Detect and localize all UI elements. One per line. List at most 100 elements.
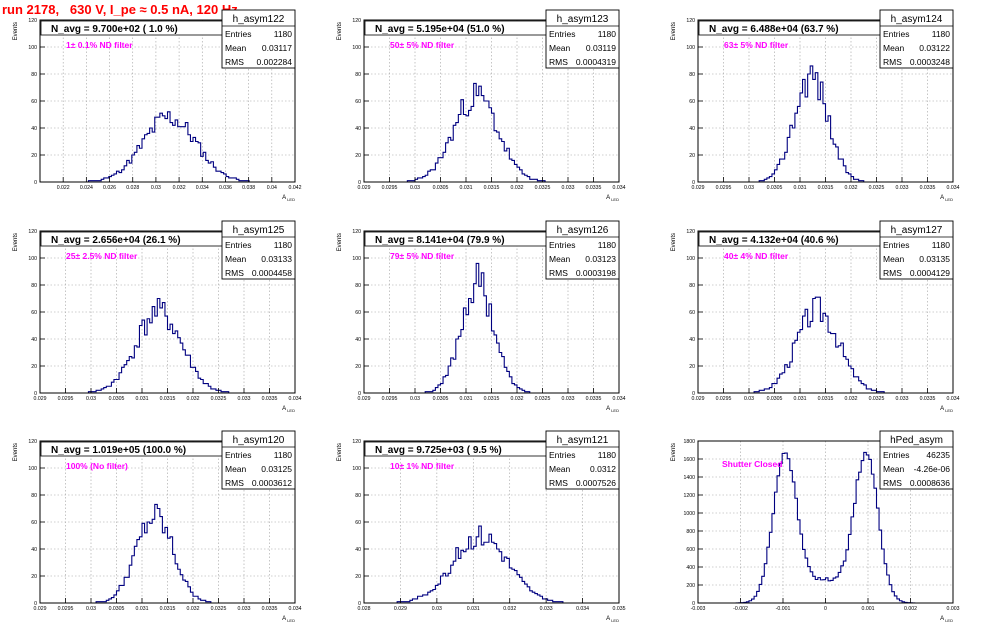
y-tick-label: 20 bbox=[355, 574, 361, 580]
y-tick-label: 80 bbox=[31, 493, 37, 499]
x-tick-label: 0 bbox=[824, 606, 827, 612]
x-tick-label: 0.0315 bbox=[818, 396, 834, 402]
x-tick-label: 0.032 bbox=[511, 396, 524, 402]
y-tick-label: 80 bbox=[355, 283, 361, 289]
histogram-pad-hPed_asym: -0.003 -0.002 -0.001 0 0.001 0.002 0.003 0 200 40… bbox=[671, 430, 960, 622]
y-tick-label: 120 bbox=[352, 18, 361, 24]
navg-label: N_avg = 4.132e+04 (40.6 %) bbox=[709, 235, 839, 246]
stats-key-rms: RMS bbox=[883, 478, 902, 488]
stats-title: hPed_asym bbox=[890, 435, 943, 446]
stats-value-entries: 1180 bbox=[274, 29, 293, 39]
histogram-line bbox=[698, 451, 953, 604]
stats-value-entries: 1180 bbox=[274, 240, 293, 250]
y-tick-label: 20 bbox=[689, 153, 695, 159]
y-tick-label: 100 bbox=[686, 45, 695, 51]
stats-value-rms: 0.0003612 bbox=[252, 478, 292, 488]
y-tick-label: 20 bbox=[31, 364, 37, 370]
stats-value-rms: 0.0004129 bbox=[910, 268, 950, 278]
stats-box bbox=[545, 220, 620, 280]
stats-key-rms: RMS bbox=[225, 268, 244, 278]
stats-value-rms: 0.0008636 bbox=[910, 478, 950, 488]
y-tick-label: 20 bbox=[31, 153, 37, 159]
y-tick-label: 100 bbox=[28, 45, 37, 51]
x-tick-label: 0.032 bbox=[845, 396, 858, 402]
x-tick-label: 0.0335 bbox=[586, 396, 602, 402]
x-tick-label: 0.03 bbox=[432, 606, 442, 612]
x-tick-label: 0.026 bbox=[103, 185, 116, 191]
y-tick-label: 400 bbox=[686, 565, 695, 571]
x-tick-label: 0.0305 bbox=[109, 606, 125, 612]
stats-key-rms: RMS bbox=[883, 57, 902, 67]
x-tick-label: 0.029 bbox=[358, 185, 371, 191]
y-tick-label: 80 bbox=[31, 283, 37, 289]
x-tick-label: 0.031 bbox=[460, 185, 473, 191]
y-tick-label: 1200 bbox=[683, 493, 695, 499]
stats-box bbox=[545, 9, 620, 69]
stats-key-mean: Mean bbox=[549, 43, 571, 53]
stats-value-entries: 1180 bbox=[932, 29, 951, 39]
stats-box bbox=[879, 430, 954, 490]
y-tick-label: 40 bbox=[355, 547, 361, 553]
x-axis-subscript: LED bbox=[610, 618, 619, 622]
stats-key-mean: Mean bbox=[225, 254, 247, 264]
x-tick-label: 0.0335 bbox=[920, 185, 936, 191]
x-tick-label: 0.032 bbox=[173, 185, 186, 191]
stats-value-mean: 0.03122 bbox=[919, 43, 950, 53]
navg-label: N_avg = 1.019e+05 (100.0 %) bbox=[51, 445, 186, 456]
x-tick-label: 0.0315 bbox=[160, 396, 176, 402]
stats-key-entries: Entries bbox=[549, 450, 575, 460]
x-tick-label: 0.029 bbox=[692, 396, 705, 402]
y-tick-label: 60 bbox=[31, 99, 37, 105]
x-tick-label: -0.003 bbox=[691, 606, 706, 612]
x-tick-label: 0.036 bbox=[219, 185, 232, 191]
x-tick-label: 0.028 bbox=[358, 606, 371, 612]
stats-value-rms: 0.0004458 bbox=[252, 268, 292, 278]
stats-value-rms: 0.0004319 bbox=[576, 57, 616, 67]
x-tick-label: 0.0295 bbox=[58, 606, 74, 612]
x-tick-label: 0.033 bbox=[238, 606, 251, 612]
x-tick-label: 0.0295 bbox=[382, 185, 398, 191]
y-tick-label: 60 bbox=[31, 520, 37, 526]
y-tick-label: 0 bbox=[34, 180, 37, 186]
histogram-line bbox=[364, 262, 619, 394]
x-tick-label: 0.03 bbox=[410, 396, 420, 402]
x-axis-title: A LED bbox=[606, 616, 619, 622]
x-axis-title: A LED bbox=[282, 195, 295, 202]
y-tick-label: 80 bbox=[355, 72, 361, 78]
x-tick-label: 0.042 bbox=[289, 185, 302, 191]
x-tick-label: 0.03 bbox=[86, 606, 96, 612]
x-tick-label: 0.03 bbox=[151, 185, 161, 191]
stats-value-mean: 0.03133 bbox=[261, 254, 292, 264]
x-tick-label: 0.032 bbox=[845, 185, 858, 191]
stats-key-entries: Entries bbox=[883, 29, 909, 39]
stats-key-mean: Mean bbox=[883, 254, 905, 264]
stats-value-mean: 0.03119 bbox=[586, 43, 616, 53]
x-tick-label: 0.0295 bbox=[716, 396, 732, 402]
stats-key-rms: RMS bbox=[225, 478, 244, 488]
x-tick-label: 0.001 bbox=[862, 606, 875, 612]
y-tick-label: 80 bbox=[689, 72, 695, 78]
y-tick-label: 40 bbox=[689, 337, 695, 343]
stats-title: h_asym120 bbox=[233, 435, 285, 446]
stats-key-mean: Mean bbox=[549, 464, 571, 474]
y-tick-label: 40 bbox=[355, 337, 361, 343]
stats-value-mean: 0.03123 bbox=[585, 254, 616, 264]
x-tick-label: 0.031 bbox=[460, 396, 473, 402]
stats-box bbox=[221, 220, 296, 280]
stats-value-mean: 0.03117 bbox=[262, 43, 292, 53]
stats-value-mean: 0.0312 bbox=[590, 464, 616, 474]
x-tick-label: 0.0305 bbox=[433, 185, 449, 191]
stats-value-rms: 0.0003248 bbox=[910, 57, 950, 67]
x-tick-label: 0.0315 bbox=[160, 606, 176, 612]
x-tick-label: 0.0305 bbox=[767, 396, 783, 402]
y-tick-label: 800 bbox=[686, 529, 695, 535]
stats-key-rms: RMS bbox=[549, 57, 568, 67]
stats-value-entries: 1180 bbox=[598, 240, 617, 250]
y-tick-label: 60 bbox=[355, 99, 361, 105]
y-tick-label: 20 bbox=[689, 364, 695, 370]
stats-key-mean: Mean bbox=[225, 43, 247, 53]
stats-value-entries: 1180 bbox=[598, 29, 617, 39]
stats-value-rms: 0.0003198 bbox=[576, 268, 616, 278]
stats-key-mean: Mean bbox=[883, 464, 905, 474]
y-tick-label: 0 bbox=[34, 391, 37, 397]
